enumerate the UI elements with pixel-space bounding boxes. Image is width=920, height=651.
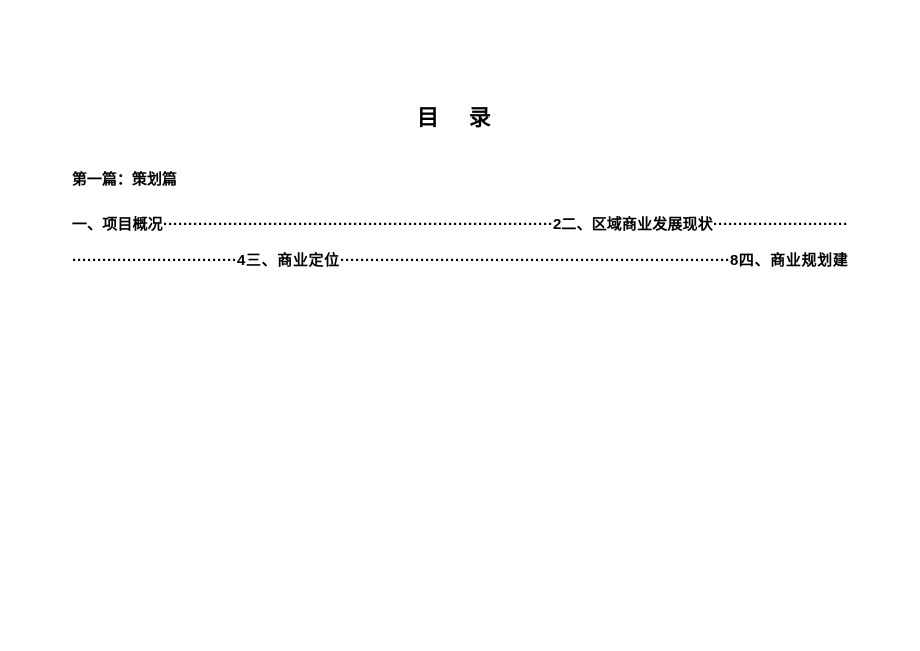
toc-char: 业: [786, 252, 802, 269]
section-heading: 第一篇：策划篇: [72, 168, 848, 189]
toc-char: 发: [652, 216, 667, 233]
toc-char: 四: [738, 252, 754, 269]
toc-char: 商: [277, 252, 293, 269]
toc-char: 、: [755, 252, 771, 269]
toc-char: 、: [577, 216, 592, 233]
toc-title: 目 录: [72, 100, 848, 132]
toc-char: 建: [833, 252, 848, 269]
toc-char: 位: [324, 252, 340, 269]
toc-body: 一、项目概况··································…: [72, 207, 848, 279]
toc-char: 商: [622, 216, 637, 233]
toc-char: 现: [683, 216, 698, 233]
toc-char: 、: [87, 216, 102, 233]
toc-char: 状: [698, 216, 713, 233]
leader-dot: ·: [843, 216, 848, 233]
toc-char: 域: [607, 216, 622, 233]
toc-char: 目: [117, 216, 132, 233]
toc-char: 业: [293, 252, 309, 269]
toc-char: 项: [102, 216, 117, 233]
toc-char: 商: [770, 252, 786, 269]
toc-char: 三: [245, 252, 261, 269]
toc-char: 展: [668, 216, 683, 233]
toc-char: 二: [561, 216, 576, 233]
toc-char: 况: [148, 216, 163, 233]
toc-char: 一: [72, 216, 87, 233]
toc-char: 概: [133, 216, 148, 233]
toc-char: 规: [802, 252, 818, 269]
toc-char: 区: [592, 216, 607, 233]
toc-char: 业: [637, 216, 652, 233]
toc-char: 定: [309, 252, 325, 269]
toc-char: 划: [817, 252, 833, 269]
toc-char: 、: [262, 252, 278, 269]
